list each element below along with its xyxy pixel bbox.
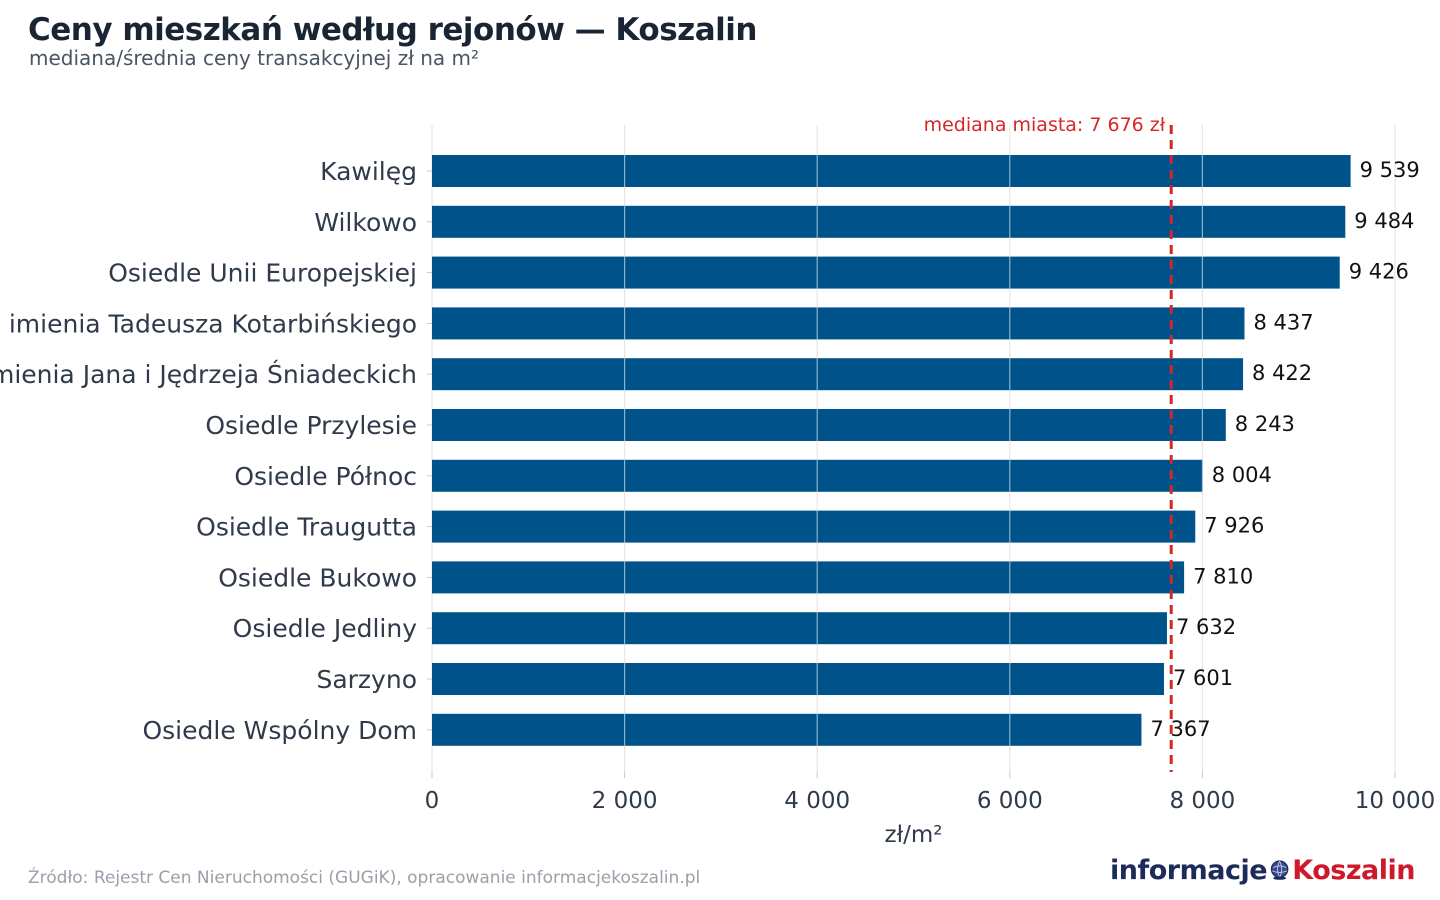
value-label: 9 426 xyxy=(1349,260,1409,284)
bar xyxy=(432,205,1346,238)
category-label: Osiedle Bukowo xyxy=(218,563,417,592)
category-label: Osiedle Unii Europejskiej xyxy=(108,259,417,288)
value-label: 7 926 xyxy=(1204,514,1264,538)
category-label: Osiedle Przylesie xyxy=(205,411,417,440)
value-label: 8 422 xyxy=(1252,361,1312,385)
value-label: 7 632 xyxy=(1176,615,1236,639)
x-axis-label: zł/m² xyxy=(885,822,943,848)
x-tick-label: 4 000 xyxy=(784,788,850,814)
bar xyxy=(432,561,1185,594)
site-logo: informacje Koszalin xyxy=(1110,850,1415,890)
value-label: 9 484 xyxy=(1354,209,1414,233)
x-tick-label: 0 xyxy=(425,788,440,814)
category-label: Osiedle Wspólny Dom xyxy=(142,716,417,745)
value-label: 9 539 xyxy=(1360,158,1420,182)
value-label: 7 810 xyxy=(1193,564,1253,588)
bar xyxy=(432,358,1244,391)
bar xyxy=(432,510,1196,543)
source-note: Źródło: Rejestr Cen Nieruchomości (GUGiK… xyxy=(28,868,701,888)
x-tick-label: 10 000 xyxy=(1355,788,1435,814)
x-tick-label: 2 000 xyxy=(592,788,658,814)
bar xyxy=(432,307,1245,340)
bar xyxy=(432,612,1167,645)
median-label: mediana miasta: 7 676 zł xyxy=(924,114,1166,136)
x-tick-label: 8 000 xyxy=(1169,788,1235,814)
value-label: 8 004 xyxy=(1212,463,1272,487)
globe-icon xyxy=(1270,860,1289,880)
bar xyxy=(432,256,1340,289)
value-label: 8 437 xyxy=(1253,310,1313,334)
category-label: Wilkowo xyxy=(314,208,417,237)
bar xyxy=(432,713,1142,746)
bar xyxy=(432,663,1164,695)
x-tick-label: 6 000 xyxy=(977,788,1043,814)
bar xyxy=(432,409,1226,441)
category-label: Kawilęg xyxy=(320,157,417,186)
value-label: 7 601 xyxy=(1173,666,1233,690)
chart-subtitle: mediana/średnia ceny transakcyjnej zł na… xyxy=(29,46,480,70)
logo-text-koszalin: Koszalin xyxy=(1292,854,1415,886)
category-label: Osiedle Traugutta xyxy=(196,513,417,542)
category-label: Osiedle Jedliny xyxy=(233,614,418,643)
value-label: 8 243 xyxy=(1235,412,1295,436)
chart-title: Ceny mieszkań według rejonów — Koszalin xyxy=(28,12,757,48)
category-label: Osiedle Północ xyxy=(234,462,417,491)
category-label: Osiedle imienia Jana i Jędrzeja Śniadeck… xyxy=(0,359,417,389)
category-label: Osiedle imienia Tadeusza Kotarbińskiego xyxy=(0,309,417,338)
value-label: 7 367 xyxy=(1150,717,1210,741)
category-label: Sarzyno xyxy=(316,665,417,694)
bar xyxy=(432,155,1351,187)
logo-text-informacje: informacje xyxy=(1110,854,1268,886)
